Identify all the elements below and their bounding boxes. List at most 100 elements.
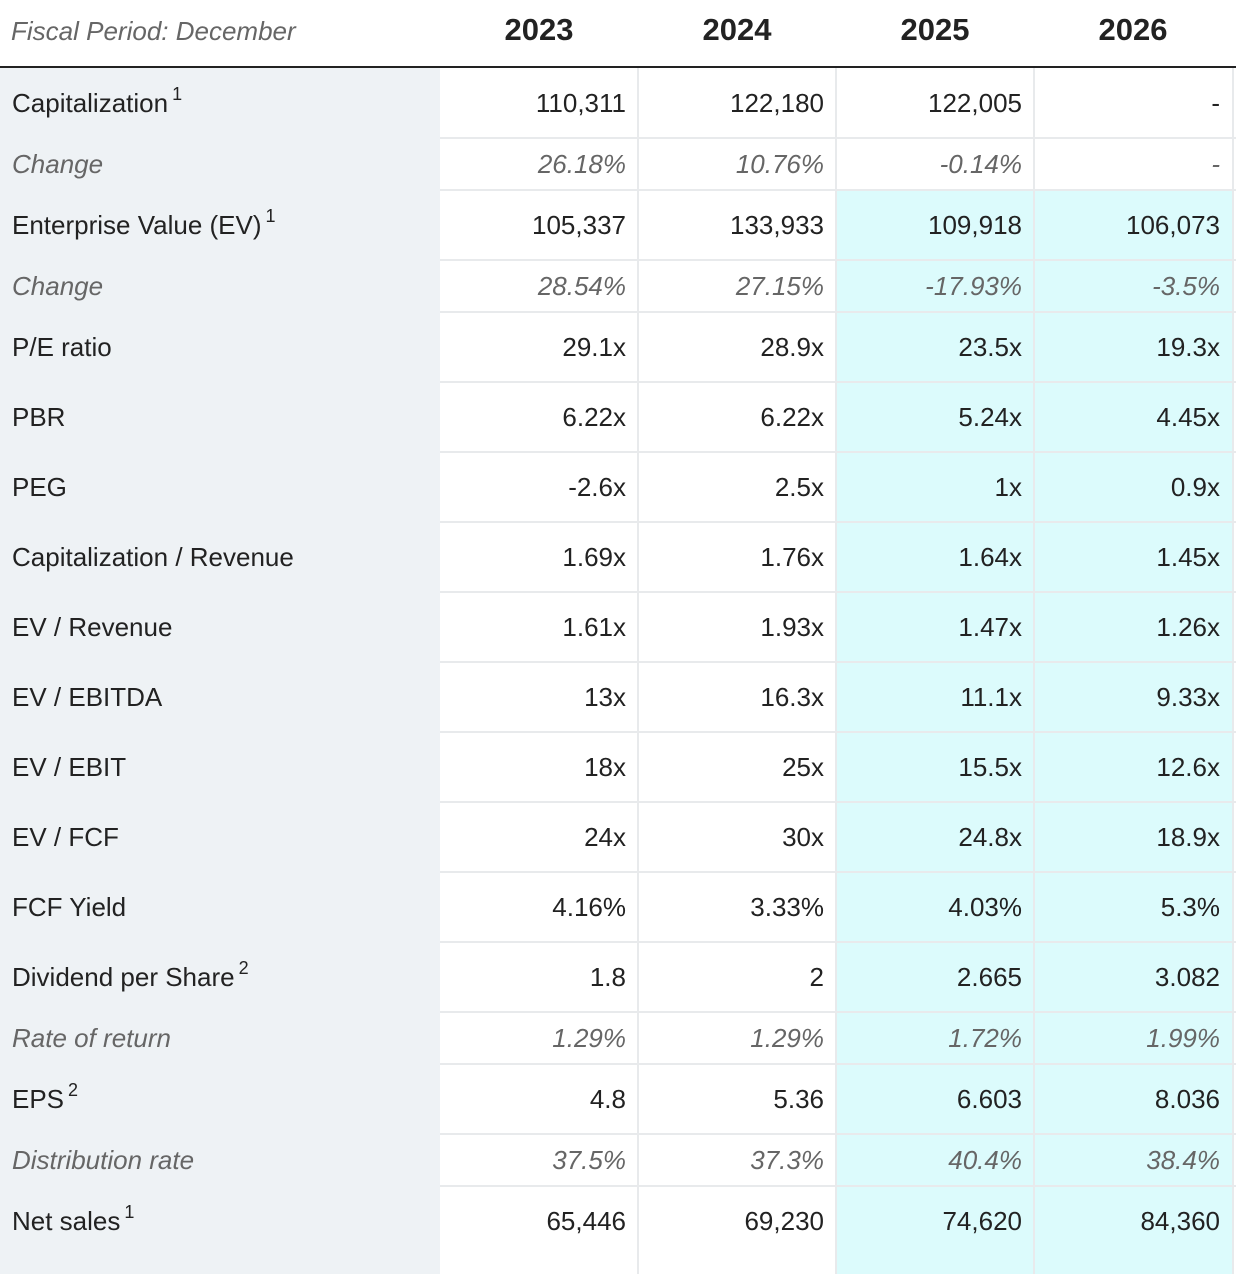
value-cell-2023: 1.69x xyxy=(562,542,626,572)
column-divider xyxy=(835,68,837,1274)
row-label: Capitalization 1 xyxy=(12,84,182,119)
value-cell-2026: 12.6x xyxy=(1156,752,1220,782)
value-cell-2026: 106,073 xyxy=(1126,210,1220,240)
value-cell-2025: 11.1x xyxy=(960,682,1022,712)
table-row: Distribution rate 37.5% 37.3% 40.4% 38.4% xyxy=(0,1134,1236,1186)
row-label: FCF Yield xyxy=(12,892,126,923)
table-header: Fiscal Period: December 2023 2024 2025 2… xyxy=(0,0,1236,68)
row-label: Dividend per Share 2 xyxy=(12,958,249,993)
table-row: FCF Yield 4.16% 3.33% 4.03% 5.3% xyxy=(0,872,1236,942)
value-cell-2026: 19.3x xyxy=(1156,332,1220,362)
footnote-marker: 1 xyxy=(124,1202,135,1222)
row-label: PEG xyxy=(12,472,67,503)
table-row: PBR 6.22x 6.22x 5.24x 4.45x xyxy=(0,382,1236,452)
value-cell-2023: 24x xyxy=(584,822,626,852)
value-cell-2023: 1.8 xyxy=(589,962,626,992)
row-label-text: FCF Yield xyxy=(12,892,127,922)
value-cell-2025: 5.24x xyxy=(958,402,1022,432)
row-label: EV / EBITDA xyxy=(12,682,162,713)
table-row: P/E ratio 29.1x 28.9x 23.5x 19.3x xyxy=(0,312,1236,382)
value-cell-2023: 29.1x xyxy=(562,332,626,362)
value-cell-2026: 1.45x xyxy=(1156,542,1220,572)
value-cell-2024: 2 xyxy=(809,962,824,992)
column-divider xyxy=(1033,68,1035,1274)
row-label: Capitalization / Revenue xyxy=(12,542,294,573)
value-cell-2026: 1.99% xyxy=(1146,1023,1220,1053)
row-label: Change xyxy=(12,149,103,180)
value-cell-2026: 5.3% xyxy=(1160,892,1220,922)
value-cell-2026: 9.33x xyxy=(1156,682,1220,712)
row-label: Rate of return xyxy=(12,1023,171,1054)
value-cell-2023: 13x xyxy=(584,682,626,712)
row-label-text: Change xyxy=(12,271,104,301)
table-row: Dividend per Share 2 1.8 2 2.665 3.082 xyxy=(0,942,1236,1012)
value-cell-2023: 4.16% xyxy=(552,892,626,922)
value-cell-2024: 10.76% xyxy=(735,149,824,179)
table-row: Capitalization / Revenue 1.69x 1.76x 1.64x 1… xyxy=(0,522,1236,592)
row-label: Distribution rate xyxy=(12,1145,194,1176)
value-cell-2026: 0.9x xyxy=(1170,472,1220,502)
value-cell-2024: 27.15% xyxy=(735,271,824,301)
row-label: EV / Revenue xyxy=(12,612,172,643)
value-cell-2024: 6.22x xyxy=(760,402,824,432)
value-cell-2025: 1.72% xyxy=(948,1023,1022,1053)
value-cell-2026: 8.036 xyxy=(1154,1084,1220,1114)
label-column-bg xyxy=(0,68,440,1274)
value-cell-2023: 105,337 xyxy=(532,210,626,240)
table-row: EV / Revenue 1.61x 1.93x 1.47x 1.26x xyxy=(0,592,1236,662)
row-divider xyxy=(440,1185,1236,1187)
value-cell-2025: -17.93% xyxy=(925,271,1022,301)
table-row: EV / EBITDA 13x 16.3x 11.1x 9.33x xyxy=(0,662,1236,732)
row-label-text: Capitalization xyxy=(12,88,169,118)
value-cell-2024: 122,180 xyxy=(730,88,824,118)
row-label-text: EPS xyxy=(12,1084,65,1114)
footnote-marker: 2 xyxy=(238,958,249,978)
row-divider xyxy=(440,189,1236,191)
value-cell-2024: 25x xyxy=(782,752,824,782)
row-label-text: EV / Revenue xyxy=(12,612,173,642)
value-cell-2023: 6.22x xyxy=(562,402,626,432)
value-cell-2026: 84,360 xyxy=(1140,1206,1220,1236)
value-cell-2023: 4.8 xyxy=(589,1084,626,1114)
row-label-text: Distribution rate xyxy=(12,1145,195,1175)
value-cell-2024: 16.3x xyxy=(760,682,824,712)
value-cell-2026: - xyxy=(1211,149,1220,179)
row-divider xyxy=(440,259,1236,261)
row-label-text: PEG xyxy=(12,472,67,502)
value-cell-2025: 40.4% xyxy=(948,1145,1022,1175)
row-divider xyxy=(440,801,1236,803)
value-cell-2024: 1.29% xyxy=(750,1023,824,1053)
value-cell-2023: 37.5% xyxy=(552,1145,626,1175)
value-cell-2025: 15.5x xyxy=(958,752,1022,782)
table-row: Net sales 1 65,446 69,230 74,620 84,360 xyxy=(0,1186,1236,1256)
value-cell-2025: 6.603 xyxy=(956,1084,1022,1114)
year-header-2024: 2024 xyxy=(702,12,772,47)
row-label: Net sales 1 xyxy=(12,1202,134,1237)
value-cell-2024: 2.5x xyxy=(774,472,824,502)
value-cell-2025: -0.14% xyxy=(939,149,1022,179)
value-cell-2026: 3.082 xyxy=(1154,962,1220,992)
value-cell-2026: 38.4% xyxy=(1146,1145,1220,1175)
value-cell-2023: 28.54% xyxy=(537,271,626,301)
value-cell-2025: 23.5x xyxy=(958,332,1022,362)
row-divider xyxy=(440,591,1236,593)
row-divider xyxy=(440,731,1236,733)
row-label: EPS 2 xyxy=(12,1080,78,1115)
row-label-text: EV / FCF xyxy=(12,822,119,852)
row-label-text: Net sales xyxy=(12,1206,121,1236)
value-cell-2024: 3.33% xyxy=(750,892,824,922)
row-label-text: Rate of return xyxy=(12,1023,171,1053)
column-divider xyxy=(637,68,639,1274)
footnote-marker: 1 xyxy=(265,206,276,226)
row-divider xyxy=(440,1063,1236,1065)
row-divider xyxy=(440,381,1236,383)
row-label-text: EV / EBITDA xyxy=(12,682,163,712)
row-divider xyxy=(440,1133,1236,1135)
value-cell-2025: 109,918 xyxy=(928,210,1022,240)
row-label-text: Change xyxy=(12,149,104,179)
value-cell-2023: 65,446 xyxy=(546,1206,626,1236)
value-cell-2023: 1.61x xyxy=(562,612,626,642)
value-cell-2024: 28.9x xyxy=(760,332,824,362)
value-cell-2026: 1.26x xyxy=(1156,612,1220,642)
row-label: Change xyxy=(12,271,103,302)
